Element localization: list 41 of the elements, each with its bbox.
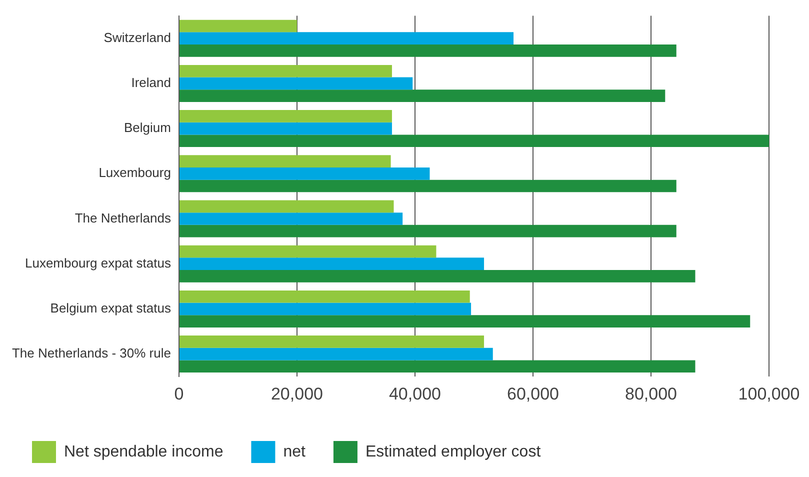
bar xyxy=(179,64,392,78)
y-tick-label: Luxembourg xyxy=(98,165,171,180)
x-tick-label: 100,000 xyxy=(738,384,800,404)
y-tick-label: Switzerland xyxy=(104,30,171,45)
bar xyxy=(179,258,484,270)
y-tick-label: Belgium expat status xyxy=(50,300,172,316)
bar xyxy=(179,180,676,192)
x-tick-label: 60,000 xyxy=(506,384,559,404)
x-tick-label: 40,000 xyxy=(388,384,441,404)
bar xyxy=(179,360,696,373)
bar xyxy=(179,110,392,122)
x-tick-label: 20,000 xyxy=(270,384,323,404)
bar xyxy=(179,290,470,303)
bar xyxy=(179,77,413,90)
bar xyxy=(179,348,493,360)
bar xyxy=(179,212,403,225)
bar xyxy=(179,270,696,282)
bar xyxy=(179,134,769,148)
y-tick-label: Luxembourg expat status xyxy=(24,255,172,270)
y-tick-label: The Netherlands xyxy=(74,210,172,226)
legend-label: Estimated employer cost xyxy=(365,443,542,460)
bar xyxy=(179,336,484,348)
y-tick-label: The Netherlands - 30% rule xyxy=(12,346,171,361)
bar xyxy=(179,32,514,45)
bar xyxy=(179,245,436,258)
bar xyxy=(179,44,676,57)
x-tick-label: 80,000 xyxy=(624,384,677,404)
legend-label: Net spendable income xyxy=(64,443,224,460)
bar xyxy=(179,90,666,102)
bar xyxy=(179,302,472,316)
bar xyxy=(179,155,391,168)
bar xyxy=(179,20,297,32)
y-tick-label: Ireland xyxy=(131,75,171,90)
legend-label: net xyxy=(283,443,306,460)
y-tick-label: Belgium xyxy=(124,120,171,136)
bar xyxy=(179,315,750,328)
bar xyxy=(179,167,430,180)
x-tick-label: 0 xyxy=(174,384,184,404)
bar xyxy=(179,122,392,135)
bar xyxy=(179,200,394,213)
bar xyxy=(179,224,676,238)
